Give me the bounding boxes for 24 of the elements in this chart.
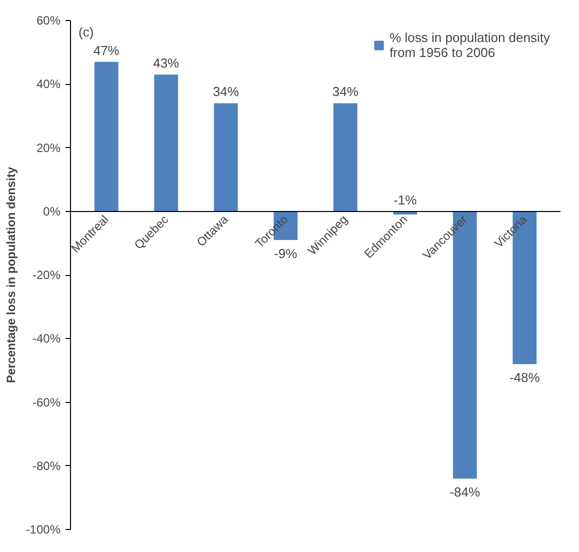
data-label: 43% [153,56,180,71]
bar [214,103,238,212]
y-tick-label: -100% [26,522,61,536]
y-tick-label: 60% [36,14,61,28]
y-tick-label: 0% [43,204,61,218]
y-tick-label: -80% [32,458,61,473]
y-tick-label: 40% [36,77,61,92]
data-label: -9% [274,246,298,262]
y-tick-label: 20% [36,140,61,155]
data-label: 47% [93,42,120,58]
data-label: -48% [509,370,540,386]
data-label: 34% [212,84,240,100]
bar [154,74,178,212]
annotation: (c) [78,24,94,40]
bar [94,62,118,212]
y-tick-label: -60% [32,395,61,410]
data-label: -84% [450,484,481,500]
data-label: -1% [394,192,418,208]
y-tick-label: -20% [32,268,61,282]
data-label: 34% [332,84,359,100]
y-axis-title: Percentage loss in population density [4,166,18,384]
legend-label: % loss in population density from 1956 to 2006 [390,30,550,60]
y-tick-label: -40% [32,332,61,346]
bar [333,103,358,212]
